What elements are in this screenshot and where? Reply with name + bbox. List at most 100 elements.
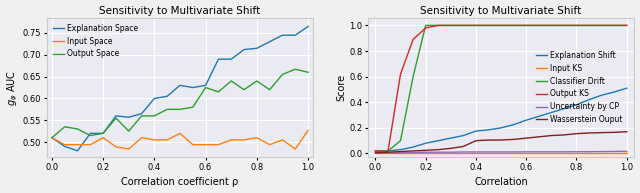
Explanation Space (214, 58, 222, 60)
Input Space (214, 144, 222, 146)
Output KS (384, 150, 392, 153)
Classifier Drift (573, 24, 580, 27)
Wasserstein Ouput (447, 147, 454, 150)
Explanation Shift (585, 99, 593, 101)
Output Space (112, 117, 120, 119)
Output Space (163, 108, 171, 111)
Wasserstein Ouput (560, 134, 568, 136)
Input KS (623, 152, 630, 154)
Explanation Shift (397, 148, 404, 151)
Input KS (422, 152, 429, 154)
Explanation Shift (623, 87, 630, 89)
Classifier Drift (484, 24, 492, 27)
Wasserstein Ouput (460, 145, 467, 148)
Input Space (202, 144, 209, 146)
Classifier Drift (372, 150, 380, 152)
Input KS (397, 152, 404, 154)
X-axis label: Correlation: Correlation (474, 177, 528, 187)
Classifier Drift (435, 24, 442, 27)
Output KS (472, 24, 480, 27)
Explanation Shift (460, 134, 467, 137)
Explanation Space (61, 145, 68, 148)
Line: Uncertainty by CP: Uncertainty by CP (376, 151, 627, 153)
Output Space (227, 80, 235, 82)
Output KS (372, 150, 380, 152)
Output KS (435, 24, 442, 27)
Output Space (125, 130, 132, 132)
Classifier Drift (497, 24, 505, 27)
Uncertainty by CP (384, 152, 392, 154)
Output Space (48, 136, 56, 139)
Legend: Explanation Space, Input Space, Output Space: Explanation Space, Input Space, Output S… (51, 22, 141, 61)
Output KS (409, 38, 417, 41)
Uncertainty by CP (598, 150, 605, 153)
Output Space (266, 89, 273, 91)
Uncertainty by CP (409, 152, 417, 154)
Input Space (150, 139, 158, 141)
Output KS (560, 24, 568, 27)
Input Space (266, 144, 273, 146)
Input KS (560, 152, 568, 154)
Input Space (138, 136, 145, 139)
Classifier Drift (623, 24, 630, 27)
Classifier Drift (472, 24, 480, 27)
Input Space (86, 144, 94, 146)
Uncertainty by CP (611, 150, 618, 153)
Input KS (535, 152, 543, 154)
Input Space (48, 136, 56, 139)
Explanation Space (202, 84, 209, 86)
Explanation Space (227, 58, 235, 60)
Explanation Shift (611, 91, 618, 93)
Explanation Space (176, 84, 184, 86)
Output KS (510, 24, 518, 27)
Output KS (484, 24, 492, 27)
Wasserstein Ouput (384, 151, 392, 153)
Output Space (214, 91, 222, 93)
Classifier Drift (460, 24, 467, 27)
Explanation Shift (510, 124, 518, 126)
Input KS (384, 152, 392, 154)
Output KS (497, 24, 505, 27)
Wasserstein Ouput (472, 140, 480, 142)
Output KS (522, 24, 530, 27)
Output Space (74, 128, 81, 130)
Uncertainty by CP (535, 151, 543, 153)
Wasserstein Ouput (397, 150, 404, 153)
Explanation Space (163, 95, 171, 97)
Uncertainty by CP (560, 151, 568, 153)
Classifier Drift (560, 24, 568, 27)
Output KS (598, 24, 605, 27)
Input Space (227, 139, 235, 141)
Input KS (547, 152, 555, 154)
Output KS (585, 24, 593, 27)
Output Space (189, 106, 196, 108)
Line: Explanation Shift: Explanation Shift (376, 88, 627, 151)
Input KS (497, 152, 505, 154)
Uncertainty by CP (472, 151, 480, 153)
Uncertainty by CP (372, 152, 380, 154)
Uncertainty by CP (510, 151, 518, 153)
Classifier Drift (397, 140, 404, 142)
Explanation Shift (384, 150, 392, 152)
Output KS (422, 27, 429, 29)
Output Space (176, 108, 184, 111)
Explanation Shift (573, 104, 580, 106)
Input Space (278, 139, 286, 141)
Output Space (304, 71, 312, 73)
Uncertainty by CP (623, 150, 630, 152)
Wasserstein Ouput (522, 137, 530, 139)
Input Space (163, 139, 171, 141)
Output Space (202, 86, 209, 89)
Input KS (472, 152, 480, 154)
Input KS (447, 152, 454, 154)
Input Space (74, 144, 81, 146)
Classifier Drift (598, 24, 605, 27)
Input Space (240, 139, 248, 141)
Classifier Drift (611, 24, 618, 27)
Classifier Drift (585, 24, 593, 27)
Output KS (535, 24, 543, 27)
Line: Input Space: Input Space (52, 130, 308, 149)
Output KS (623, 24, 630, 27)
Uncertainty by CP (585, 151, 593, 153)
Output KS (547, 24, 555, 27)
